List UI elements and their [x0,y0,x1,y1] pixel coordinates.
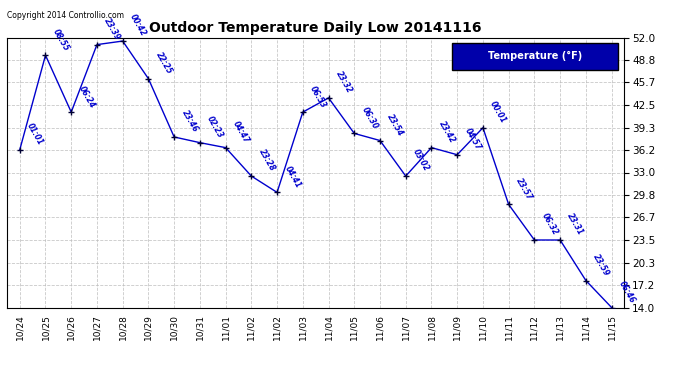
Text: 06:46: 06:46 [617,279,637,305]
Text: 23:59: 23:59 [591,252,611,278]
Text: 06:32: 06:32 [540,212,560,237]
Text: 04:57: 04:57 [463,127,482,152]
Text: 06:24: 06:24 [77,84,97,110]
Text: 06:30: 06:30 [359,105,380,130]
Text: 02:23: 02:23 [206,115,225,140]
Text: 23:54: 23:54 [386,112,405,138]
Text: 23:32: 23:32 [334,70,354,95]
Text: 23:42: 23:42 [437,120,457,145]
Text: 01:01: 01:01 [26,122,45,147]
Text: 08:55: 08:55 [51,27,71,53]
Text: 23:28: 23:28 [257,148,277,173]
Title: Outdoor Temperature Daily Low 20141116: Outdoor Temperature Daily Low 20141116 [150,21,482,35]
Text: 23:31: 23:31 [566,212,586,237]
Text: 23:39: 23:39 [103,16,122,42]
Text: Copyright 2014 Controllio.com: Copyright 2014 Controllio.com [7,11,124,20]
FancyBboxPatch shape [451,43,618,70]
Text: 23:57: 23:57 [514,176,534,202]
Text: 23:46: 23:46 [179,109,199,134]
Text: 22:25: 22:25 [154,51,174,76]
Text: 04:41: 04:41 [283,164,302,190]
Text: 00:42: 00:42 [128,13,148,38]
Text: 03:02: 03:02 [411,148,431,173]
Text: 06:53: 06:53 [308,84,328,110]
Text: 04:47: 04:47 [231,120,251,145]
Text: Temperature (°F): Temperature (°F) [488,51,582,62]
Text: 00:01: 00:01 [489,100,509,125]
